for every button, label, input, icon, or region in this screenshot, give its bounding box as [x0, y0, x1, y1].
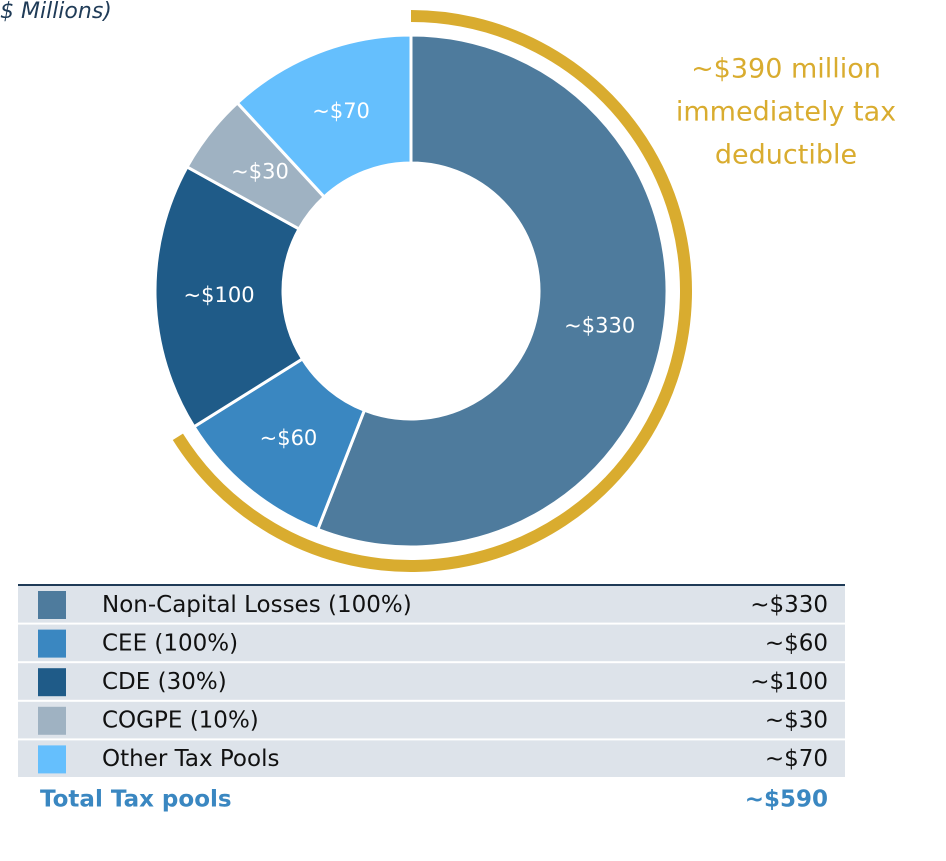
total-label: Total Tax pools	[40, 787, 232, 813]
legend-label: COGPE (10%)	[102, 708, 259, 734]
legend-row	[18, 624, 845, 662]
slice-label: ~$60	[260, 426, 318, 450]
legend-row	[18, 586, 845, 623]
annotation-text: deductible	[715, 140, 857, 171]
slice-label: ~$70	[312, 99, 370, 123]
legend-value: ~$60	[765, 630, 828, 656]
legend-swatch	[38, 745, 66, 774]
legend-value: ~$70	[765, 746, 828, 772]
legend-label: CEE (100%)	[102, 630, 238, 656]
donut-slice	[153, 164, 305, 429]
legend-label: Non-Capital Losses (100%)	[102, 592, 412, 618]
legend-value: ~$100	[750, 669, 828, 695]
annotation-text: ~$390 million	[691, 54, 881, 85]
donut-slice	[235, 33, 413, 200]
slice-label: ~$100	[184, 283, 255, 307]
legend-swatch	[38, 629, 66, 658]
legend-row	[18, 701, 845, 739]
legend-row	[18, 663, 845, 700]
legend-row	[18, 740, 845, 777]
legend-value: ~$30	[765, 708, 828, 734]
annotation-arc	[172, 10, 692, 572]
annotation-text: immediately tax	[676, 97, 896, 128]
legend-label: CDE (30%)	[102, 669, 227, 695]
legend-swatch	[38, 591, 66, 619]
donut-slice	[315, 33, 669, 549]
slice-label: ~$30	[231, 159, 289, 183]
legend-value: ~$330	[750, 592, 828, 618]
legend-label: Other Tax Pools	[102, 746, 279, 772]
legend-swatch	[38, 668, 66, 697]
slice-label: ~$330	[564, 314, 635, 338]
legend-swatch	[38, 706, 66, 735]
total-value: ~$590	[745, 787, 828, 813]
chart-subtitle: $ Millions)	[0, 0, 112, 24]
